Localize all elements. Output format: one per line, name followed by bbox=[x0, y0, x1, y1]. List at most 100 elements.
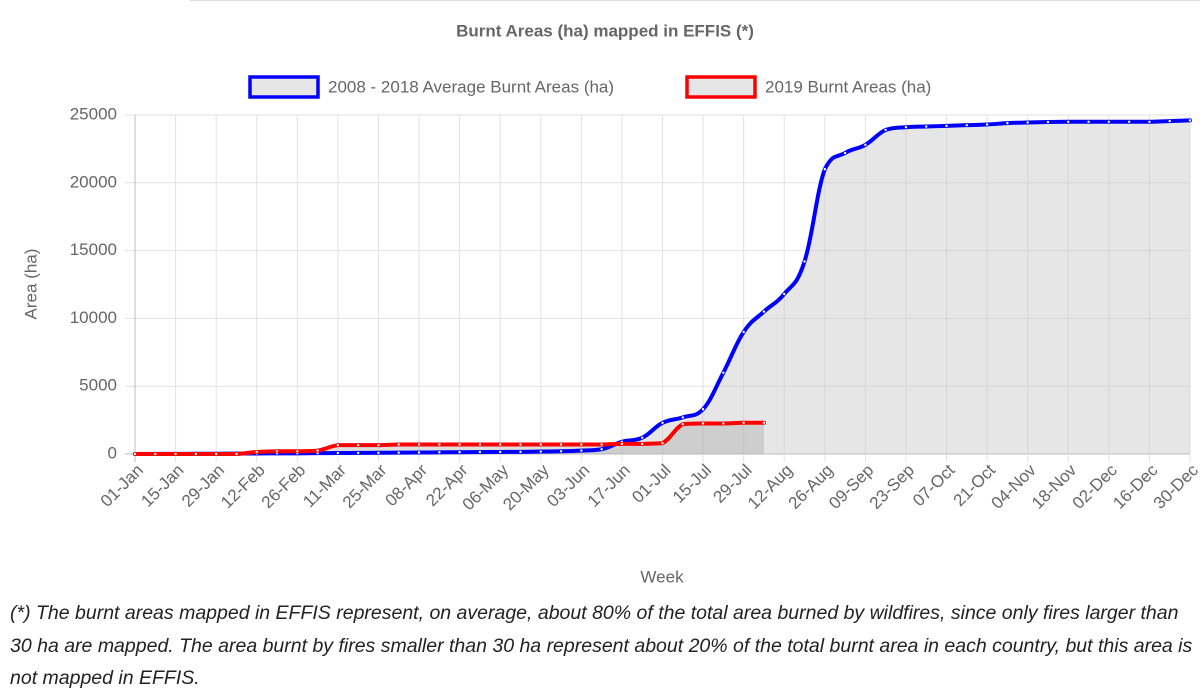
y-tick-label: 20000 bbox=[70, 172, 117, 191]
x-tick-label: 30-Dec bbox=[1150, 460, 1200, 513]
point bbox=[600, 443, 603, 446]
line bbox=[133, 420, 766, 456]
x-tick-label: 26-Feb bbox=[258, 461, 310, 513]
point bbox=[559, 443, 563, 446]
point bbox=[397, 443, 400, 446]
point bbox=[701, 422, 705, 425]
x-tick-label: 26-Aug bbox=[785, 461, 837, 513]
y-tick-label: 25000 bbox=[70, 104, 117, 123]
point bbox=[580, 449, 583, 452]
point bbox=[904, 126, 908, 129]
point bbox=[133, 452, 137, 456]
x-tick-label: 17-Jun bbox=[584, 461, 634, 511]
y-tick-label: 15000 bbox=[70, 240, 117, 259]
x-tick-label: 02-Dec bbox=[1069, 460, 1122, 513]
point bbox=[377, 443, 380, 447]
point bbox=[356, 443, 360, 447]
point bbox=[1127, 120, 1131, 123]
point bbox=[1107, 120, 1111, 123]
point bbox=[539, 450, 542, 453]
legend-swatch bbox=[248, 75, 320, 99]
point bbox=[580, 443, 583, 446]
point bbox=[235, 452, 238, 456]
y-axis-label: Area (ha) bbox=[21, 249, 40, 320]
x-tick-label: 01-Jul bbox=[628, 461, 674, 507]
point bbox=[478, 450, 482, 454]
point bbox=[762, 310, 766, 313]
point bbox=[722, 371, 725, 374]
point bbox=[336, 443, 340, 447]
point bbox=[214, 452, 218, 456]
point bbox=[641, 442, 644, 446]
point bbox=[336, 451, 340, 455]
point bbox=[783, 292, 786, 296]
point bbox=[965, 123, 969, 127]
point bbox=[458, 451, 461, 454]
point bbox=[174, 452, 177, 456]
x-tick-label: 20-May bbox=[499, 460, 553, 514]
y-tick-label: 10000 bbox=[70, 308, 117, 327]
x-tick-label: 03-Jun bbox=[543, 461, 593, 511]
y-tick-label: 5000 bbox=[79, 376, 117, 395]
point bbox=[377, 451, 380, 454]
x-tick-label: 01-Jan bbox=[97, 461, 147, 511]
point bbox=[1168, 119, 1171, 123]
point bbox=[397, 451, 400, 454]
x-tick-label: 23-Sep bbox=[866, 461, 918, 513]
point bbox=[600, 448, 603, 451]
point bbox=[498, 443, 502, 446]
point bbox=[945, 124, 948, 128]
point bbox=[843, 151, 847, 155]
point bbox=[356, 451, 360, 455]
point bbox=[661, 421, 664, 425]
point bbox=[519, 450, 522, 454]
footnote: (*) The burnt areas mapped in EFFIS repr… bbox=[10, 602, 1193, 689]
point bbox=[438, 443, 441, 446]
x-tick-label: 07-Oct bbox=[909, 460, 959, 510]
point bbox=[296, 450, 299, 453]
point bbox=[661, 441, 664, 445]
point bbox=[985, 123, 989, 126]
point bbox=[194, 452, 198, 456]
x-tick-label: 16-Dec bbox=[1109, 460, 1162, 513]
point bbox=[478, 443, 482, 446]
x-tick-label: 12-Feb bbox=[217, 461, 269, 513]
legend-swatch bbox=[685, 75, 757, 99]
point bbox=[620, 442, 624, 446]
point bbox=[641, 436, 644, 439]
x-tick-label: 18-Nov bbox=[1028, 460, 1081, 513]
chart: Burnt Areas (ha) mapped in EFFIS (*) Wee… bbox=[21, 0, 1200, 586]
point bbox=[742, 330, 745, 334]
x-axis-label: Week bbox=[640, 567, 684, 586]
point bbox=[803, 260, 806, 263]
point bbox=[154, 452, 157, 456]
x-tick-label: 15-Jan bbox=[137, 461, 187, 511]
point bbox=[925, 125, 928, 128]
point bbox=[438, 451, 441, 454]
point bbox=[701, 408, 705, 411]
x-tick-label: 04-Nov bbox=[987, 460, 1040, 513]
x-tick-label: 12-Aug bbox=[744, 461, 796, 513]
x-tick-label: 08-Apr bbox=[382, 460, 432, 510]
point bbox=[1046, 120, 1050, 124]
point bbox=[1188, 119, 1192, 122]
point bbox=[1006, 121, 1009, 125]
point bbox=[458, 443, 461, 446]
point bbox=[519, 443, 522, 446]
x-tick-label: 15-Jul bbox=[669, 461, 715, 507]
point bbox=[275, 450, 279, 453]
point bbox=[864, 143, 867, 147]
point bbox=[559, 450, 563, 453]
point bbox=[742, 421, 745, 425]
point bbox=[762, 421, 766, 425]
point bbox=[681, 416, 684, 419]
point bbox=[255, 450, 258, 454]
point bbox=[1148, 120, 1151, 123]
legend-label: 2019 Burnt Areas (ha) bbox=[765, 77, 931, 96]
point bbox=[823, 168, 827, 171]
x-tick-label: 25-Mar bbox=[339, 460, 391, 512]
chart-title: Burnt Areas (ha) mapped in EFFIS (*) bbox=[456, 21, 754, 40]
point bbox=[417, 451, 421, 454]
point bbox=[1026, 121, 1029, 124]
